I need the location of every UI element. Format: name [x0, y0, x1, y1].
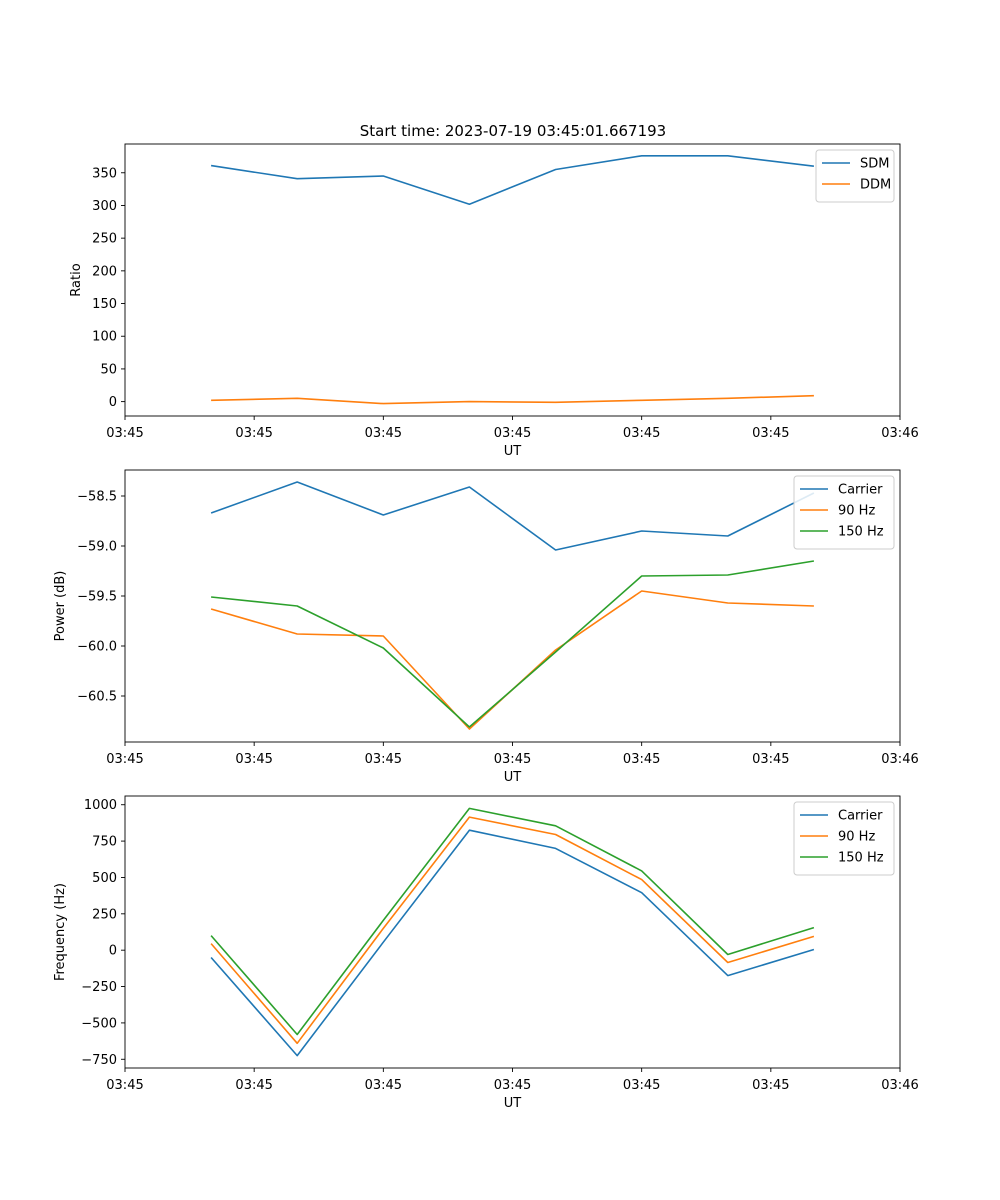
power-series-90-hz-line — [210, 590, 814, 730]
frequency-legend-label-90-hz: 90 Hz — [838, 830, 875, 845]
power-x-tick-label: 03:45 — [235, 752, 272, 767]
ratio-y-tick-label: 150 — [92, 297, 117, 312]
power-x-tick-label: 03:45 — [106, 752, 143, 767]
frequency-x-tick-label: 03:45 — [752, 1078, 789, 1093]
ratio-y-tick-label: 300 — [92, 199, 117, 214]
ratio-legend-label-ddm: DDM — [860, 178, 891, 193]
ratio-legend-label-sdm: SDM — [860, 157, 889, 172]
frequency-legend-label-carrier: Carrier — [838, 809, 883, 824]
ratio-series-sdm-line — [210, 155, 814, 205]
ratio-series-ddm-line — [211, 394, 814, 405]
ratio-x-tick-label: 03:46 — [881, 426, 918, 441]
frequency-y-tick-label: −750 — [81, 1053, 117, 1068]
figure-title: Start time: 2023-07-19 03:45:01.667193 — [360, 122, 666, 140]
power-series-carrier-line — [210, 481, 815, 551]
power-x-tick-label: 03:46 — [881, 752, 918, 767]
ratio-y-tick-label: 350 — [92, 166, 117, 181]
ratio-x-tick-label: 03:45 — [752, 426, 789, 441]
ratio-y-tick-label: 250 — [92, 232, 117, 247]
frequency-legend-label-150-hz: 150 Hz — [838, 851, 884, 866]
frequency-y-tick-label: 500 — [92, 871, 117, 886]
frequency-y-tick-label: −500 — [81, 1016, 117, 1031]
frequency-x-tick-label: 03:45 — [235, 1078, 272, 1093]
ratio-x-tick-label: 03:45 — [623, 426, 660, 441]
power-y-tick-label: −58.5 — [77, 490, 117, 505]
power-x-tick-label: 03:45 — [494, 752, 531, 767]
power-y-tick-label: −59.5 — [77, 590, 117, 605]
ratio-x-axis-label: UT — [504, 444, 522, 459]
ratio-y-tick-label: 200 — [92, 264, 117, 279]
power-y-axis-label: Power (dB) — [53, 571, 68, 642]
ratio-x-tick-label: 03:45 — [494, 426, 531, 441]
frequency-series-carrier-line — [210, 829, 815, 1057]
frequency-x-tick-label: 03:45 — [623, 1078, 660, 1093]
frequency-y-axis-label: Frequency (Hz) — [53, 883, 68, 981]
power-x-axis-label: UT — [504, 770, 522, 785]
power-axes-frame — [124, 469, 901, 743]
frequency-x-tick-label: 03:45 — [106, 1078, 143, 1093]
power-legend-label-150-hz: 150 Hz — [838, 525, 884, 540]
ratio-panel: 03:45 03:45 03:45 03:45 03:45 03:45 03:46 0 50 10… — [69, 143, 919, 459]
ratio-x-tick-label: 03:45 — [106, 426, 143, 441]
frequency-series-90-hz-line — [210, 816, 815, 1045]
power-panel: 03:45 03:45 03:45 03:45 03:45 03:45 03:46 −60.5… — [53, 469, 919, 785]
ratio-x-tick-label: 03:45 — [235, 426, 272, 441]
ratio-axes-frame — [124, 143, 901, 417]
power-y-tick-label: −60.5 — [77, 690, 117, 705]
power-legend-label-carrier: Carrier — [838, 483, 883, 498]
frequency-y-tick-label: 0 — [109, 944, 117, 959]
ratio-y-tick-label: 100 — [92, 330, 117, 345]
ratio-y-tick-label: 0 — [109, 395, 117, 410]
frequency-y-tick-label: 750 — [92, 835, 117, 850]
power-y-tick-label: −60.0 — [77, 640, 117, 655]
power-x-tick-label: 03:45 — [752, 752, 789, 767]
frequency-x-tick-label: 03:46 — [881, 1078, 918, 1093]
power-legend-label-90-hz: 90 Hz — [838, 504, 875, 519]
frequency-y-tick-label: −250 — [81, 980, 117, 995]
power-series-150-hz-line — [211, 560, 815, 728]
ratio-x-tick-label: 03:45 — [365, 426, 402, 441]
frequency-axes-frame — [124, 795, 901, 1069]
frequency-x-tick-label: 03:45 — [494, 1078, 531, 1093]
frequency-x-tick-label: 03:45 — [365, 1078, 402, 1093]
frequency-y-tick-label: 250 — [92, 907, 117, 922]
ratio-y-axis-label: Ratio — [69, 263, 84, 296]
frequency-panel: 03:45 03:45 03:45 03:45 03:45 03:45 03:46 −750 −… — [53, 795, 919, 1111]
frequency-y-tick-label: 1000 — [84, 798, 117, 813]
power-x-tick-label: 03:45 — [623, 752, 660, 767]
power-x-tick-label: 03:45 — [365, 752, 402, 767]
frequency-x-axis-label: UT — [504, 1096, 522, 1111]
frequency-series-150-hz-line — [210, 807, 815, 1036]
ratio-y-tick-label: 50 — [100, 362, 117, 377]
power-y-tick-label: −59.0 — [77, 540, 117, 555]
